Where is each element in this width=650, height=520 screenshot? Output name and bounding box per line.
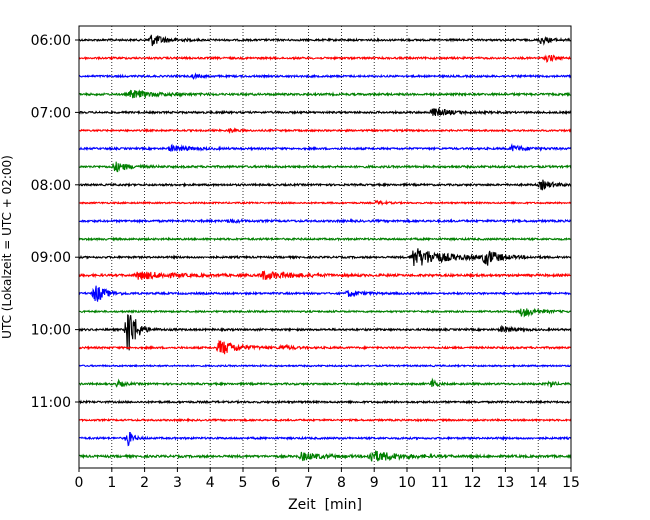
y-tick-label-1100: 11:00 bbox=[31, 395, 71, 411]
x-tick-label-0: 0 bbox=[75, 475, 84, 491]
x-axis-label: Zeit [min] bbox=[288, 497, 362, 513]
y-tick-label-0800: 08:00 bbox=[31, 178, 71, 194]
trace-0845 bbox=[78, 236, 572, 242]
trace-0900 bbox=[79, 248, 572, 267]
x-tick-label-7: 7 bbox=[304, 475, 313, 491]
seismic-traces bbox=[78, 34, 572, 462]
trace-0800 bbox=[78, 179, 572, 191]
y-tick-label-0600: 06:00 bbox=[31, 33, 71, 49]
trace-0915 bbox=[78, 270, 572, 280]
x-tick-label-3: 3 bbox=[173, 475, 182, 491]
x-tick-label-10: 10 bbox=[398, 475, 416, 491]
trace-0830 bbox=[78, 217, 572, 225]
trace-1145 bbox=[78, 450, 572, 462]
x-tick-label-1: 1 bbox=[107, 475, 116, 491]
trace-0700 bbox=[78, 106, 572, 117]
x-tick-label-9: 9 bbox=[370, 475, 379, 491]
y-tick-label-1000: 10:00 bbox=[31, 323, 71, 339]
x-tick-label-4: 4 bbox=[206, 475, 215, 491]
trace-1130 bbox=[78, 431, 572, 447]
x-tick-label-12: 12 bbox=[464, 475, 482, 491]
x-tick-label-6: 6 bbox=[271, 475, 280, 491]
trace-0615 bbox=[78, 54, 572, 63]
x-axis-ticks: 0 1 2 3 4 5 6 7 8 9 10 11 12 13 14 15 bbox=[75, 468, 580, 491]
trace-1000 bbox=[78, 314, 572, 351]
trace-0945 bbox=[78, 307, 572, 318]
trace-0715 bbox=[78, 127, 572, 134]
x-tick-label-5: 5 bbox=[239, 475, 248, 491]
trace-1015 bbox=[78, 339, 572, 355]
trace-0745 bbox=[78, 161, 572, 173]
trace-0600 bbox=[78, 34, 572, 47]
x-tick-label-15: 15 bbox=[562, 475, 580, 491]
trace-0930 bbox=[78, 285, 572, 302]
x-tick-label-8: 8 bbox=[337, 475, 346, 491]
trace-0815 bbox=[78, 199, 572, 206]
trace-1030 bbox=[78, 363, 572, 369]
trace-1100 bbox=[78, 399, 572, 405]
plot-frame bbox=[78, 25, 572, 469]
trace-1045 bbox=[78, 377, 572, 388]
y-axis-label: UTC (Lokalzeit = UTC + 02:00) bbox=[0, 155, 14, 339]
trace-1115 bbox=[78, 417, 572, 423]
trace-0645 bbox=[78, 89, 572, 99]
x-tick-label-11: 11 bbox=[431, 475, 449, 491]
trace-0630 bbox=[78, 72, 572, 80]
y-tick-label-0700: 07:00 bbox=[31, 105, 71, 121]
x-tick-label-13: 13 bbox=[496, 475, 514, 491]
trace-0730 bbox=[78, 142, 572, 153]
y-axis-ticks: 06:00 07:00 08:00 09:00 10:00 11:00 bbox=[31, 33, 79, 411]
x-tick-label-2: 2 bbox=[140, 475, 149, 491]
y-tick-label-0900: 09:00 bbox=[31, 250, 71, 266]
x-tick-label-14: 14 bbox=[529, 475, 547, 491]
